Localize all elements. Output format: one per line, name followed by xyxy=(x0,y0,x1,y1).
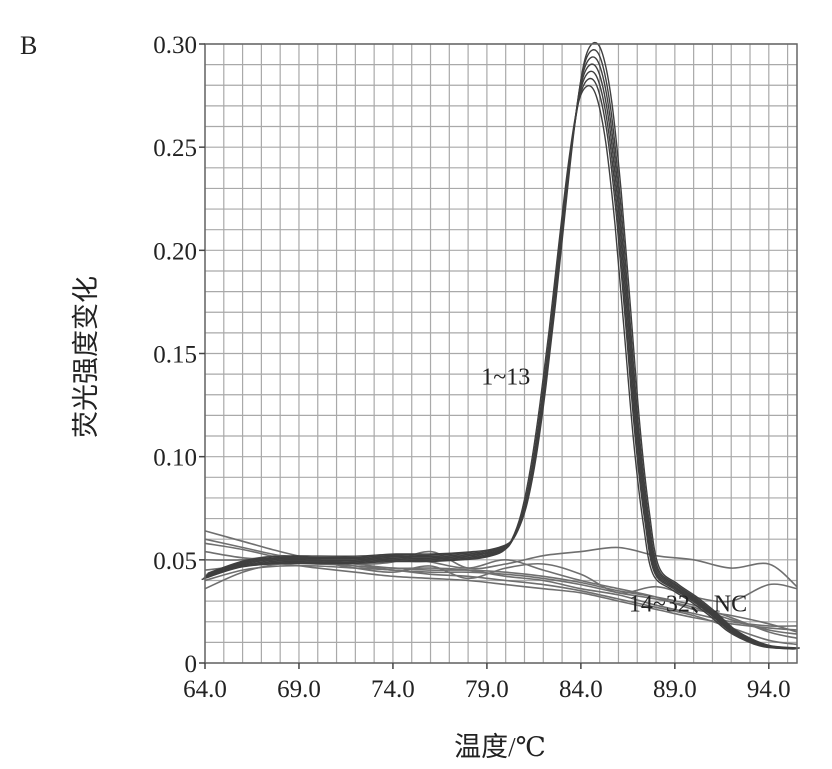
series-line-positive xyxy=(207,41,800,649)
y-tick-label: 0.05 xyxy=(153,548,197,575)
y-tick-label: 0.25 xyxy=(153,135,197,162)
x-tick-label: 89.0 xyxy=(653,676,697,703)
chart-annotation: 14~32、NC xyxy=(629,591,747,617)
y-tick-label: 0.20 xyxy=(153,238,197,265)
x-axis-title: 温度/℃ xyxy=(454,732,546,762)
chart-annotations: 1~13 14~32、NC xyxy=(481,364,747,617)
x-tick-label: 69.0 xyxy=(277,676,321,703)
x-tick-label: 74.0 xyxy=(371,676,415,703)
y-tick-label: 0 xyxy=(185,651,198,678)
x-tick-label: 94.0 xyxy=(747,676,791,703)
panel-label: B xyxy=(20,31,37,60)
y-tick-label: 0.10 xyxy=(153,445,197,472)
series-line-negative xyxy=(204,564,798,646)
y-tick-label: 0.30 xyxy=(153,32,197,59)
series-line-positive xyxy=(201,85,794,650)
series-line-negative xyxy=(204,538,798,639)
x-tick-label: 84.0 xyxy=(559,676,603,703)
y-axis-title: 荧光强度变化 xyxy=(71,276,101,438)
chart-grid xyxy=(204,43,797,664)
chart-series-group xyxy=(201,41,800,650)
x-tick-label: 64.0 xyxy=(183,676,227,703)
chart-annotation: 1~13 xyxy=(481,364,530,390)
y-tick-label: 0.15 xyxy=(153,342,197,369)
chart-tick-labels: 64.0 69.0 74.0 79.0 84.0 89.0 94.0 0 0.05 0.10 0.1… xyxy=(153,32,790,703)
x-tick-label: 79.0 xyxy=(465,676,509,703)
